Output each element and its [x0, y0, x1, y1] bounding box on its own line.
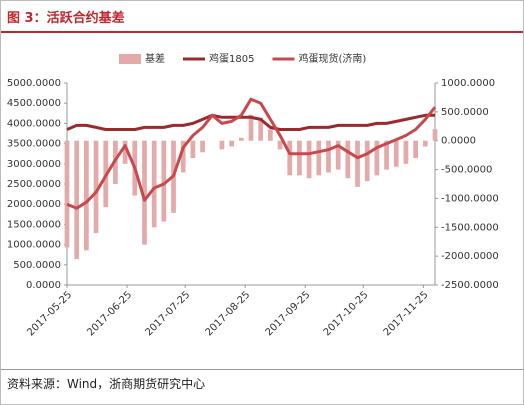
chart: 0.0000 500.0000 1000.0000 1500.0000 2000.000…: [7, 52, 499, 338]
y2-tick-label: -500.0000: [441, 165, 492, 176]
bar: [287, 140, 293, 176]
legend-swatch: [119, 54, 141, 64]
bar: [316, 140, 322, 176]
y2-tick-label: -2500.0000: [441, 280, 499, 291]
y2-tick-label: 500.0000: [441, 107, 489, 118]
bar: [74, 140, 80, 260]
y-tick-label: 1000.0000: [7, 240, 61, 251]
bar: [229, 140, 234, 147]
y-tick-label: 3000.0000: [7, 159, 61, 170]
bar: [432, 129, 438, 141]
bar: [422, 140, 428, 147]
y-tick-label: 2000.0000: [7, 199, 61, 210]
y-tick-label: 4000.0000: [7, 118, 61, 129]
bar: [345, 140, 351, 179]
y-tick-label: 2500.0000: [7, 179, 61, 190]
y-tick-label: 4500.0000: [7, 98, 61, 109]
bar: [248, 114, 254, 141]
y-tick-label: 3500.0000: [7, 139, 61, 150]
bar: [180, 140, 186, 173]
bar: [93, 140, 99, 234]
bar: [335, 140, 341, 170]
bar: [219, 140, 225, 150]
y-tick-label: 5000.0000: [7, 78, 61, 89]
bar: [374, 140, 380, 176]
footer-rule: [1, 369, 523, 370]
legend-label: 鸡蛋1805: [209, 52, 254, 65]
bar: [326, 140, 331, 173]
y2-tick-label: 1000.0000: [441, 78, 495, 89]
bar: [393, 140, 399, 167]
x-tick-label: 2017-07-25: [144, 289, 193, 338]
bar: [64, 140, 70, 248]
source: 资料来源：Wind，浙商期货研究中心: [7, 377, 206, 391]
y2-tick-label: -1500.0000: [441, 222, 499, 233]
bar: [122, 140, 128, 164]
bar: [142, 140, 147, 245]
bar: [258, 117, 264, 141]
bar: [161, 140, 167, 222]
bar: [84, 140, 89, 251]
bar: [200, 140, 205, 153]
bar: [413, 140, 418, 159]
bar: [238, 137, 244, 141]
bar: [355, 140, 360, 187]
x-tick-label: 2017-11-25: [382, 289, 431, 338]
line: [66, 97, 437, 210]
bar: [403, 140, 409, 164]
y-tick-label: 1500.0000: [7, 219, 61, 230]
y2-tick-label: -1000.0000: [441, 193, 499, 204]
bar: [306, 140, 312, 179]
y2-tick-label: 0.0000: [441, 136, 476, 147]
title: 图 3：活跃合约基差: [7, 11, 125, 26]
y2-tick-label: -2000.0000: [441, 251, 499, 262]
y-tick-label: 0.0000: [26, 280, 61, 291]
bar: [277, 140, 283, 150]
x-tick-label: 2017-10-25: [322, 289, 371, 338]
bar: [384, 140, 389, 170]
x-tick-label: 2017-08-25: [204, 289, 253, 338]
legend-label: 基差: [145, 52, 165, 65]
x-tick-label: 2017-06-25: [85, 289, 134, 338]
x-tick-label: 2017-09-25: [264, 289, 313, 338]
line: [66, 113, 435, 131]
bar: [297, 140, 302, 176]
y-tick-label: 500.0000: [13, 260, 61, 271]
bar: [190, 140, 196, 159]
bar: [268, 129, 273, 141]
legend-label: 鸡蛋现货(济南): [298, 52, 366, 65]
bar: [364, 140, 370, 182]
title-rule: [1, 31, 523, 33]
x-tick-label: 2017-05-25: [25, 289, 74, 338]
bar: [151, 140, 157, 228]
